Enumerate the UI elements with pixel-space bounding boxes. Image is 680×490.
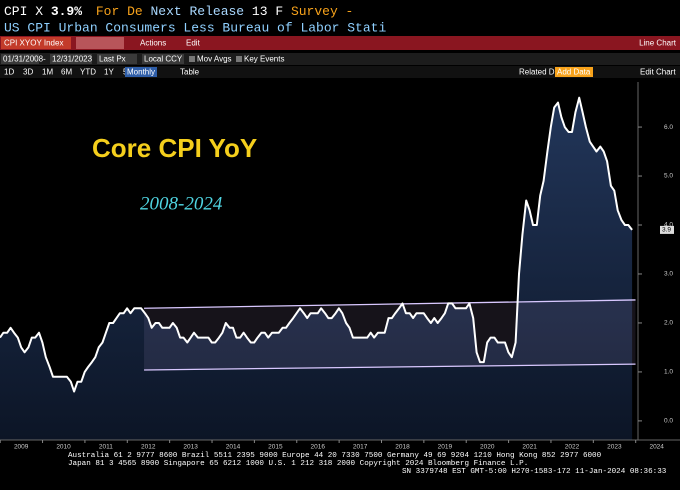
y-tick-label: 4.0 xyxy=(664,222,673,229)
area xyxy=(0,97,633,440)
last-value-label: 3.9 xyxy=(662,227,671,234)
date-box[interactable] xyxy=(50,54,92,64)
price-field[interactable]: Last Px xyxy=(99,55,126,64)
release-date: 13 F xyxy=(252,4,283,19)
x-tick-label: 2020 xyxy=(480,444,495,451)
x-tick-label: 2011 xyxy=(99,444,113,451)
header-value: 3.9% xyxy=(51,4,82,19)
x-tick-label: 2012 xyxy=(141,444,156,451)
x-tick-label: 2018 xyxy=(395,444,410,451)
x-tick-label: 2013 xyxy=(183,444,198,451)
toolbar-bar xyxy=(0,36,680,50)
actions-menu[interactable]: Actions xyxy=(140,39,166,48)
x-tick-label: 2010 xyxy=(56,444,71,451)
related-data[interactable]: Related Dat xyxy=(519,68,562,77)
add-data-box[interactable] xyxy=(555,67,593,77)
next-release: Next Release xyxy=(150,4,244,19)
key-events[interactable]: Key Events xyxy=(244,55,284,64)
x-tick-label: 2022 xyxy=(565,444,580,451)
start-date[interactable]: 01/31/2008 xyxy=(3,55,44,64)
footer-line: Australia 61 2 9777 8600 Brazil 5511 239… xyxy=(68,452,602,460)
annotation-period: 2008-2024 xyxy=(140,193,223,214)
add-data[interactable]: Add Data xyxy=(557,68,591,77)
period-button[interactable]: 1Y xyxy=(104,68,114,77)
period-button[interactable]: 1M xyxy=(42,68,53,77)
trend-line xyxy=(144,299,636,309)
x-tick-label: 2015 xyxy=(268,444,283,451)
end-date[interactable]: 12/31/2023 xyxy=(52,55,93,64)
header-line: CPI X 3.9% For De Next Release 13 F Surv… xyxy=(4,4,353,19)
y-axis-panel xyxy=(638,82,680,440)
footer-line: SN 3379748 EST GMT-5:00 H270-1583-172 11… xyxy=(402,468,667,476)
ticker: CPI X xyxy=(4,4,43,19)
survey: Survey - xyxy=(291,4,353,19)
x-tick-label: 2021 xyxy=(522,444,537,451)
y-tick-label: 1.0 xyxy=(664,369,673,376)
frequency-box[interactable] xyxy=(125,67,157,77)
x-tick-label: 2019 xyxy=(438,444,453,451)
y-tick-label: 6.0 xyxy=(664,124,673,131)
security[interactable]: CPI XYOY Index xyxy=(4,39,63,48)
chart: 0.0 1.0 2.0 3.0 4.0 5.0 6.0 3.9 2009 2010 2011 2012… xyxy=(0,82,680,451)
annotation-title: Core CPI YoY xyxy=(92,133,257,163)
x-tick-label: 2016 xyxy=(311,444,326,451)
edit-chart[interactable]: Edit Chart xyxy=(640,68,676,77)
period-button[interactable]: 1D xyxy=(4,68,14,77)
security-input[interactable] xyxy=(76,37,124,49)
date-box[interactable] xyxy=(1,54,39,64)
x-tick-label: 2014 xyxy=(226,444,241,451)
currency[interactable]: Local CCY xyxy=(144,55,183,64)
x-tick-label: 2024 xyxy=(649,444,664,451)
date-separator: - xyxy=(43,55,46,64)
trend-line xyxy=(144,363,636,371)
y-tick-label: 3.0 xyxy=(664,271,673,278)
checkbox[interactable] xyxy=(189,56,195,62)
security-box[interactable] xyxy=(1,37,71,49)
period-button[interactable]: YTD xyxy=(80,68,96,77)
period-button[interactable]: 3D xyxy=(23,68,33,77)
last-value-box xyxy=(660,225,674,234)
currency-box[interactable] xyxy=(142,54,184,64)
toolbar-row xyxy=(0,66,680,78)
y-tick-label: 5.0 xyxy=(664,173,673,180)
data-line xyxy=(0,96,633,393)
price-box[interactable] xyxy=(97,54,137,64)
channel-band xyxy=(144,299,636,370)
edit-menu[interactable]: Edit xyxy=(186,39,201,48)
footer xyxy=(0,449,680,490)
y-tick-label: 0.0 xyxy=(664,418,673,425)
mov-avgs[interactable]: Mov Avgs xyxy=(197,55,232,64)
x-tick-label: 2009 xyxy=(14,444,29,451)
footer-line: Japan 81 3 4565 8900 Singapore 65 6212 1… xyxy=(68,460,528,468)
checkbox[interactable] xyxy=(236,56,242,62)
header-for: For De xyxy=(96,4,143,19)
x-tick-label: 2017 xyxy=(353,444,368,451)
y-tick-label: 2.0 xyxy=(664,320,673,327)
x-tick-label: 2023 xyxy=(607,444,622,451)
description: US CPI Urban Consumers Less Bureau of La… xyxy=(4,20,386,35)
frequency[interactable]: Monthly xyxy=(127,68,155,77)
view-name[interactable]: Line Chart xyxy=(639,39,677,48)
period-button[interactable]: 6M xyxy=(61,68,72,77)
table-button[interactable]: Table xyxy=(180,68,200,77)
